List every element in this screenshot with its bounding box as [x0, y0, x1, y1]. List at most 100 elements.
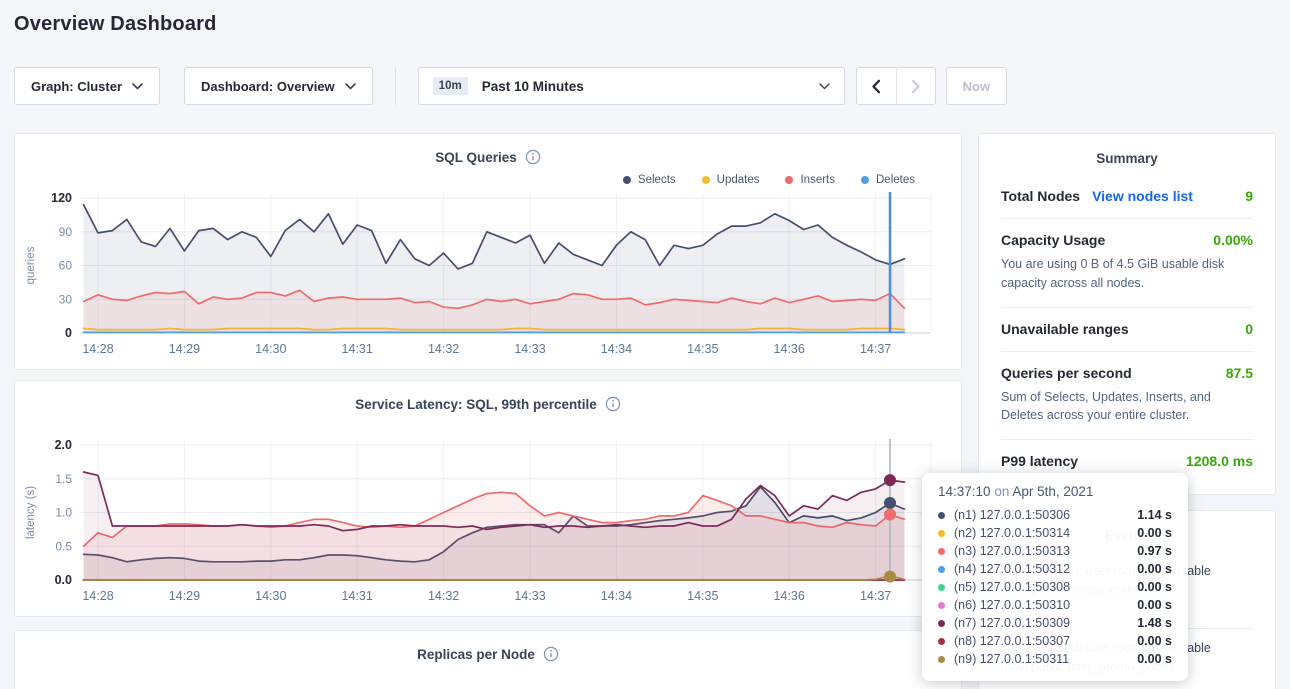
dashboard-dropdown-label: Dashboard: Overview — [201, 78, 335, 94]
tooltip-on: on — [994, 484, 1010, 499]
service-latency-chart[interactable]: 14:28 14:29 14:30 14:31 14:32 14:33 14:34 14:35… — [15, 435, 961, 613]
svg-text:14:31: 14:31 — [342, 589, 373, 603]
tooltip-node-value: 0.00 s — [1137, 634, 1172, 648]
summary-row: Capacity Usage 0.00% You are using 0 B of … — [1001, 218, 1253, 307]
tooltip-node-label: (n9) 127.0.0.1:50311 — [954, 652, 1070, 666]
legend-item[interactable]: Inserts — [785, 172, 835, 187]
summary-row: Unavailable ranges 0 — [1001, 306, 1253, 351]
summary-row: Queries per second 87.5 Sum of Selects, Up… — [1001, 350, 1253, 440]
info-icon[interactable] — [525, 149, 541, 165]
summary-label: P99 latency — [1001, 453, 1079, 469]
svg-text:0.5: 0.5 — [55, 539, 72, 553]
summary-label: Queries per second — [1001, 364, 1132, 381]
tooltip-node-label: (n7) 127.0.0.1:50309 — [954, 616, 1071, 630]
series-dot-icon — [938, 637, 945, 645]
summary-label: Unavailable ranges — [1001, 320, 1129, 337]
chevron-down-icon — [818, 82, 830, 89]
svg-text:30: 30 — [59, 292, 73, 306]
tooltip-node-label: (n6) 127.0.0.1:50310 — [954, 598, 1071, 612]
series-dot-icon — [938, 655, 945, 663]
summary-items: Total Nodes View nodes list 9 Capacity Usag… — [1001, 175, 1253, 483]
tooltip-node-value: 0.00 s — [1137, 526, 1172, 540]
dashboard-dropdown[interactable]: Dashboard: Overview — [184, 67, 373, 105]
summary-line: Total Nodes View nodes list 9 — [1001, 188, 1253, 204]
svg-text:14:30: 14:30 — [255, 589, 286, 603]
summary-value: 87.5 — [1225, 364, 1253, 381]
chevron-down-icon — [132, 82, 143, 89]
tooltip-node-value: 0.00 s — [1137, 652, 1172, 666]
svg-text:14:37: 14:37 — [860, 589, 891, 603]
toolbar-divider — [394, 67, 396, 105]
chevron-left-icon — [872, 79, 881, 93]
series-dot-icon — [938, 565, 945, 573]
tooltip-node-label: (n2) 127.0.0.1:50314 — [954, 526, 1071, 540]
series-dot-icon — [938, 547, 945, 555]
svg-text:14:28: 14:28 — [82, 589, 113, 603]
chevron-right-icon — [911, 79, 920, 93]
sql-queries-svg: 14:28 14:29 14:30 14:31 14:32 14:33 14:34 14:35… — [25, 191, 932, 356]
replicas-per-node-card: Replicas per Node — [14, 630, 962, 689]
chart-legend — [15, 412, 961, 434]
tooltip-time: 14:37:10 — [938, 484, 991, 499]
info-icon[interactable] — [605, 396, 621, 412]
summary-value: 0 — [1245, 320, 1253, 337]
toolbar: Graph: Cluster Dashboard: Overview 10m P… — [14, 67, 1008, 105]
view-nodes-list-link[interactable]: View nodes list — [1092, 188, 1193, 204]
chart-tooltip: 14:37:10 on Apr 5th, 2021 (n1) 127.0.0.1… — [922, 473, 1188, 681]
summary-value: 0.00% — [1213, 232, 1253, 248]
time-prev-button[interactable] — [855, 67, 896, 105]
tooltip-node-label: (n3) 127.0.0.1:50313 — [954, 544, 1071, 558]
summary-row: Total Nodes View nodes list 9 — [1001, 175, 1253, 218]
svg-text:90: 90 — [59, 225, 73, 239]
time-range-label: Past 10 Minutes — [481, 78, 584, 94]
legend-item[interactable]: Deletes — [861, 172, 915, 187]
legend-item[interactable]: Updates — [701, 172, 759, 187]
legend-label: Selects — [637, 173, 676, 186]
info-icon[interactable] — [543, 646, 559, 662]
chart-header: Service Latency: SQL, 99th percentile — [15, 381, 961, 412]
tooltip-node-value: 1.14 s — [1137, 508, 1172, 522]
summary-value: 1208.0 ms — [1186, 453, 1253, 469]
sql-queries-chart[interactable]: 14:28 14:29 14:30 14:31 14:32 14:33 14:34 14:35… — [15, 188, 961, 366]
now-button[interactable]: Now — [945, 67, 1008, 105]
time-range-dropdown[interactable]: 10m Past 10 Minutes — [417, 67, 845, 105]
svg-text:14:31: 14:31 — [342, 342, 373, 356]
dashboard-layout: SQL Queries Selects Updates Inserts Deletes… — [14, 133, 1276, 689]
legend-dot-icon — [785, 175, 794, 184]
svg-text:14:36: 14:36 — [774, 589, 805, 603]
summary-line: Capacity Usage 0.00% — [1001, 232, 1253, 248]
summary-value: 9 — [1245, 188, 1253, 204]
tooltip-row: (n2) 127.0.0.1:50314 0.00 s — [938, 524, 1172, 542]
summary-label: Total Nodes — [1001, 188, 1081, 204]
svg-text:0: 0 — [65, 326, 72, 340]
tooltip-node-value: 1.48 s — [1137, 616, 1172, 630]
tooltip-timestamp: 14:37:10 on Apr 5th, 2021 — [938, 484, 1172, 499]
legend-label: Inserts — [800, 173, 835, 186]
tooltip-node-label: (n4) 127.0.0.1:50312 — [954, 562, 1071, 576]
chart-title: SQL Queries — [435, 149, 517, 165]
tooltip-node-value: 0.00 s — [1137, 562, 1172, 576]
time-next-button[interactable] — [895, 67, 936, 105]
svg-text:14:32: 14:32 — [428, 342, 459, 356]
svg-text:14:30: 14:30 — [255, 342, 286, 356]
svg-text:120: 120 — [51, 191, 72, 205]
series-dot-icon — [938, 583, 945, 591]
chart-title: Replicas per Node — [417, 646, 535, 662]
legend-item[interactable]: Selects — [622, 172, 676, 187]
tooltip-row: (n6) 127.0.0.1:50310 0.00 s — [938, 596, 1172, 614]
sql-queries-card: SQL Queries Selects Updates Inserts Deletes… — [14, 133, 962, 370]
charts-column: SQL Queries Selects Updates Inserts Deletes… — [14, 133, 962, 689]
svg-text:queries: queries — [25, 246, 37, 284]
tooltip-node-label: (n8) 127.0.0.1:50307 — [954, 634, 1071, 648]
svg-text:2.0: 2.0 — [55, 438, 72, 452]
svg-text:14:36: 14:36 — [774, 342, 805, 356]
summary-line: Unavailable ranges 0 — [1001, 321, 1253, 337]
legend-dot-icon — [861, 175, 869, 184]
series-dot-icon — [938, 601, 945, 609]
svg-text:14:33: 14:33 — [514, 342, 545, 356]
series-dot-icon — [938, 511, 945, 519]
series-dot-icon — [938, 529, 945, 537]
service-latency-svg: 14:28 14:29 14:30 14:31 14:32 14:33 14:34 14:35… — [25, 438, 932, 603]
summary-description: Sum of Selects, Updates, Inserts, and De… — [1001, 389, 1211, 423]
graph-dropdown[interactable]: Graph: Cluster — [14, 67, 161, 105]
